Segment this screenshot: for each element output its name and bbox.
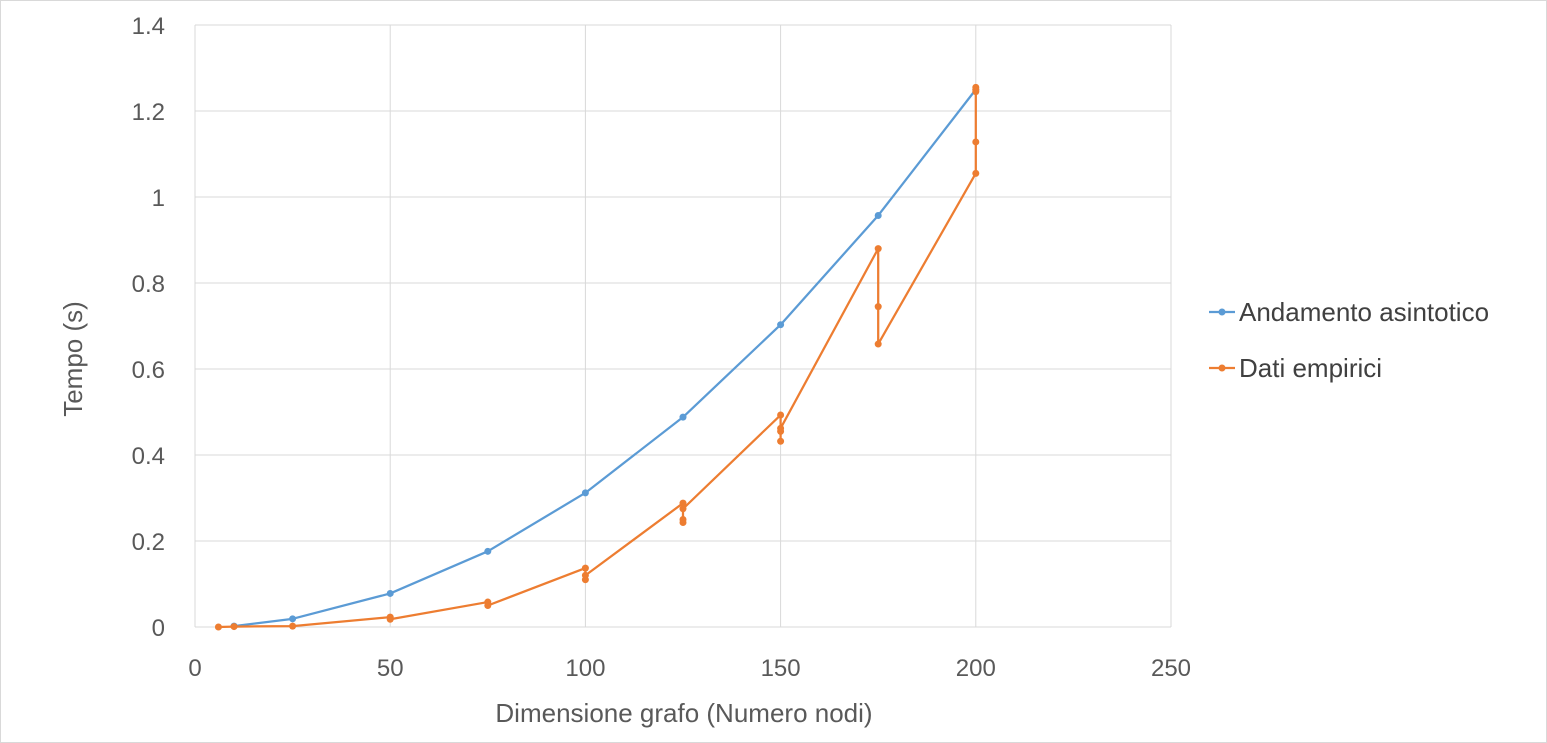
y-tick-label: 1 bbox=[152, 185, 165, 212]
legend-marker bbox=[1218, 364, 1226, 372]
legend-label: Dati empirici bbox=[1239, 353, 1382, 383]
x-tick-label: 100 bbox=[565, 655, 605, 682]
series-line bbox=[218, 86, 977, 629]
x-tick-label: 150 bbox=[761, 655, 801, 682]
data-point bbox=[777, 424, 785, 432]
y-tick-label: 0 bbox=[152, 615, 165, 642]
x-tick-label: 50 bbox=[377, 655, 404, 682]
series-line bbox=[233, 88, 977, 628]
data-point bbox=[874, 211, 882, 219]
x-tick-label: 200 bbox=[956, 655, 996, 682]
x-tick-label: 250 bbox=[1151, 655, 1191, 682]
data-point bbox=[230, 623, 238, 631]
y-axis-title: Tempo (s) bbox=[58, 301, 88, 417]
gridlines bbox=[194, 24, 1172, 628]
y-tick-label: 0.4 bbox=[132, 443, 165, 470]
legend-marker bbox=[1218, 308, 1226, 316]
legend-item: Andamento asintotico bbox=[1209, 297, 1489, 327]
data-point bbox=[581, 571, 589, 579]
data-point bbox=[386, 615, 394, 623]
data-point bbox=[581, 489, 589, 497]
y-tick-label: 0.8 bbox=[132, 271, 165, 298]
data-point bbox=[777, 411, 785, 419]
series-2 bbox=[214, 83, 980, 631]
y-tick-label: 0.6 bbox=[132, 357, 165, 384]
y-tick-label: 0.2 bbox=[132, 529, 165, 556]
series-layer bbox=[214, 83, 980, 631]
data-point bbox=[874, 245, 882, 253]
legend-item: Dati empirici bbox=[1209, 353, 1382, 383]
data-point bbox=[679, 499, 687, 507]
data-point bbox=[874, 340, 882, 348]
data-point bbox=[679, 516, 687, 523]
x-tick-label: 0 bbox=[188, 655, 201, 682]
series-1 bbox=[230, 86, 980, 630]
data-point bbox=[581, 564, 589, 572]
data-point bbox=[289, 622, 297, 630]
data-point bbox=[679, 505, 687, 513]
data-point bbox=[972, 138, 980, 146]
x-axis-title: Dimensione grafo (Numero nodi) bbox=[495, 698, 872, 728]
data-point bbox=[874, 303, 882, 311]
legend-label: Andamento asintotico bbox=[1239, 297, 1489, 327]
data-point bbox=[972, 86, 980, 93]
data-point bbox=[386, 589, 394, 597]
legend: Andamento asintotico Dati empirici bbox=[1209, 297, 1489, 383]
data-point bbox=[484, 547, 492, 555]
x-tick-labels: 0 50 100 150 200 250 bbox=[188, 655, 1191, 682]
data-point bbox=[214, 623, 222, 631]
data-point bbox=[777, 437, 785, 445]
data-point bbox=[484, 602, 492, 609]
data-point bbox=[679, 413, 687, 421]
data-point bbox=[972, 169, 980, 177]
y-tick-label: 1.2 bbox=[132, 99, 165, 126]
data-point bbox=[289, 615, 297, 623]
y-tick-labels: 0 0.2 0.4 0.6 0.8 1 1.2 1.4 bbox=[132, 13, 165, 642]
y-tick-label: 1.4 bbox=[132, 13, 165, 40]
data-point bbox=[777, 321, 785, 329]
